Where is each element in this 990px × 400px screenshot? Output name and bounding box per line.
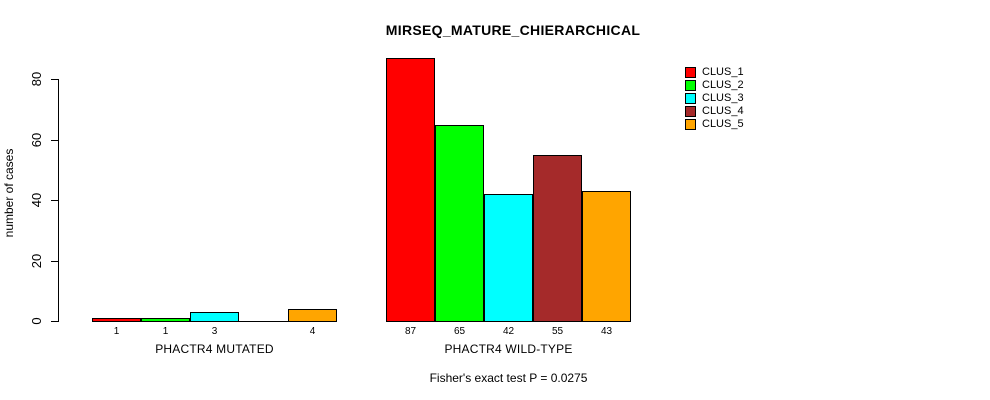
bar-value-label: 87 bbox=[404, 326, 417, 337]
legend-label: CLUS_4 bbox=[702, 105, 744, 117]
legend-item: CLUS_1 bbox=[685, 66, 744, 79]
footnote-fisher-test: Fisher's exact test P = 0.0275 bbox=[429, 371, 588, 385]
legend-swatch-clus_4 bbox=[685, 106, 696, 117]
chart-title: MIRSEQ_MATURE_CHIERARCHICAL bbox=[385, 22, 641, 38]
bar-clus_2 bbox=[141, 318, 190, 322]
legend-item: CLUS_5 bbox=[685, 118, 744, 131]
y-axis-tick-label: 0 bbox=[28, 317, 44, 325]
bar-value-label: 42 bbox=[502, 326, 515, 337]
legend-label: CLUS_1 bbox=[702, 66, 744, 78]
y-axis-label: number of cases bbox=[2, 148, 16, 238]
legend-label: CLUS_2 bbox=[702, 79, 744, 91]
y-axis-tick bbox=[51, 79, 58, 80]
y-axis-tick-label: 40 bbox=[28, 192, 44, 208]
bar-value-label: 55 bbox=[551, 326, 564, 337]
bar-value-label: 4 bbox=[309, 326, 316, 337]
legend-label: CLUS_3 bbox=[702, 92, 744, 104]
bar-clus_1 bbox=[386, 58, 435, 322]
group-label: PHACTR4 MUTATED bbox=[155, 342, 274, 356]
legend-label: CLUS_5 bbox=[702, 118, 744, 130]
group-label: PHACTR4 WILD-TYPE bbox=[444, 342, 573, 356]
bar-clus_5 bbox=[288, 309, 337, 322]
bar-clus_3 bbox=[484, 194, 533, 322]
bar-clus_5 bbox=[582, 191, 631, 322]
bar-clus_1 bbox=[92, 318, 141, 322]
legend-item: CLUS_2 bbox=[685, 79, 744, 92]
y-axis-tick bbox=[51, 140, 58, 141]
bar-value-label: 1 bbox=[113, 326, 120, 337]
y-axis-tick bbox=[51, 321, 58, 322]
y-axis-tick bbox=[51, 261, 58, 262]
bar-value-label: 3 bbox=[211, 326, 218, 337]
bar-clus_3 bbox=[190, 312, 239, 322]
zero-bar-clus_4 bbox=[239, 321, 289, 322]
bar-value-label: 43 bbox=[600, 326, 613, 337]
y-axis-tick-label: 20 bbox=[28, 253, 44, 269]
bar-clus_2 bbox=[435, 125, 484, 322]
y-axis-tick-label: 60 bbox=[28, 132, 44, 148]
legend-swatch-clus_1 bbox=[685, 67, 696, 78]
y-axis-tick bbox=[51, 200, 58, 201]
y-axis-tick-label: 80 bbox=[28, 71, 44, 87]
legend-swatch-clus_2 bbox=[685, 80, 696, 91]
y-axis-line bbox=[58, 79, 59, 322]
legend-swatch-clus_3 bbox=[685, 93, 696, 104]
legend-swatch-clus_5 bbox=[685, 119, 696, 130]
bar-clus_4 bbox=[533, 155, 582, 322]
bar-value-label: 1 bbox=[162, 326, 169, 337]
legend-item: CLUS_3 bbox=[685, 92, 744, 105]
bar-value-label: 65 bbox=[453, 326, 466, 337]
legend-item: CLUS_4 bbox=[685, 105, 744, 118]
legend: CLUS_1 CLUS_2 CLUS_3 CLUS_4 CLUS_5 bbox=[685, 66, 744, 131]
